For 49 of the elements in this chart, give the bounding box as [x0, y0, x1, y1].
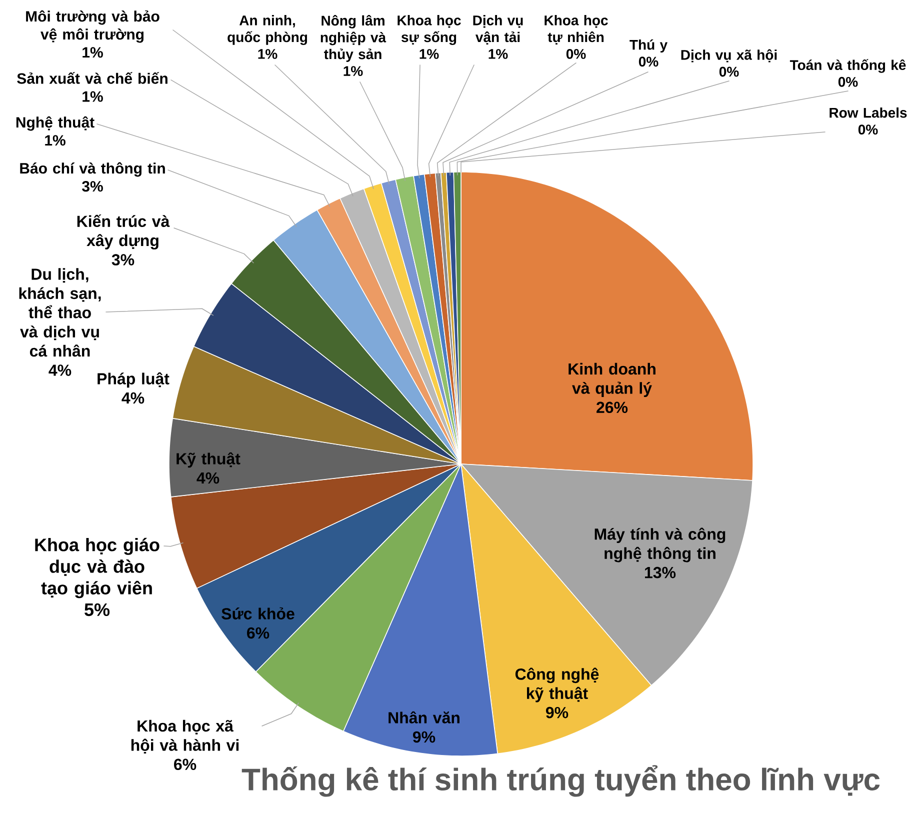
slice-label: An ninh, quốc phòng	[228, 15, 308, 45]
slice-label: Khoa học giáo dục và đào tạo giáo viên	[35, 538, 160, 598]
slice-label: Kiến trúc và xây dựng	[77, 214, 170, 250]
data-label: 1%	[82, 47, 103, 58]
slice-label: Thú y	[630, 39, 668, 53]
slice-label: Toán và thống kê	[790, 59, 906, 73]
data-label: 4%	[122, 392, 144, 404]
slice-label: Pháp luật	[98, 372, 170, 388]
text: Thống kê thí sinh trúng tuyển theo lĩnh vực	[242, 765, 880, 797]
slice-label: Kinh doanh và quản lý	[568, 362, 656, 398]
slice-label: Máy tính và công nghệ thông tin	[594, 528, 726, 562]
slice-label: Khoa học sự sống	[398, 15, 461, 45]
slice-label: Báo chí và thông tin	[20, 162, 165, 177]
data-label: 1%	[82, 91, 103, 102]
slice-label: Dịch vụ vận tải	[473, 15, 523, 45]
category-label: Row Labels	[830, 107, 907, 118]
data-label: 1%	[45, 135, 66, 146]
data-label: 0%	[719, 66, 739, 77]
data-label: 5%	[84, 603, 110, 616]
slice-label: Sản xuất và chế biến	[17, 72, 168, 84]
data-label: 1%	[488, 49, 508, 59]
slice-label: Khoa học tự nhiên	[544, 15, 608, 44]
data-label: 0%	[566, 49, 586, 59]
data-label: 1%	[420, 49, 439, 59]
data-label: 6%	[174, 758, 196, 770]
data-label: 0%	[838, 76, 858, 87]
data-label: 26%	[596, 402, 628, 414]
data-label: 1%	[258, 49, 278, 59]
slice-label: Du lịch, khách sạn, thể thao và dịch vụ cá nhân	[19, 268, 101, 357]
slice-label: Khoa học xã hội và hành vi	[131, 720, 239, 754]
data-label: 3%	[82, 181, 103, 192]
slice-label: Dịch vụ xã hội	[681, 49, 777, 62]
slice-label: Môi trường và bảo vệ môi trường	[26, 10, 160, 43]
slice-label: Công nghệ kỹ thuật	[515, 668, 599, 702]
slice-label: Nghệ thuật	[16, 116, 94, 131]
data-label: 13%	[644, 566, 676, 578]
data-label: 9%	[546, 706, 568, 718]
data-label: 6%	[247, 627, 270, 639]
slice-label: Kỹ thuật	[176, 452, 240, 468]
data-label: 3%	[112, 254, 134, 266]
data-label: 0%	[638, 56, 658, 67]
text: 0%	[858, 124, 878, 135]
data-label: 4%	[48, 364, 72, 376]
slice-label: Nông lâm nghiệp và thủy sản	[320, 15, 386, 62]
data-label: 1%	[344, 66, 363, 76]
data-label: 9%	[412, 731, 436, 743]
slice-label: Nhân văn	[388, 711, 460, 724]
data-label: 4%	[196, 472, 220, 484]
slice-label: Sức khỏe	[222, 607, 294, 620]
